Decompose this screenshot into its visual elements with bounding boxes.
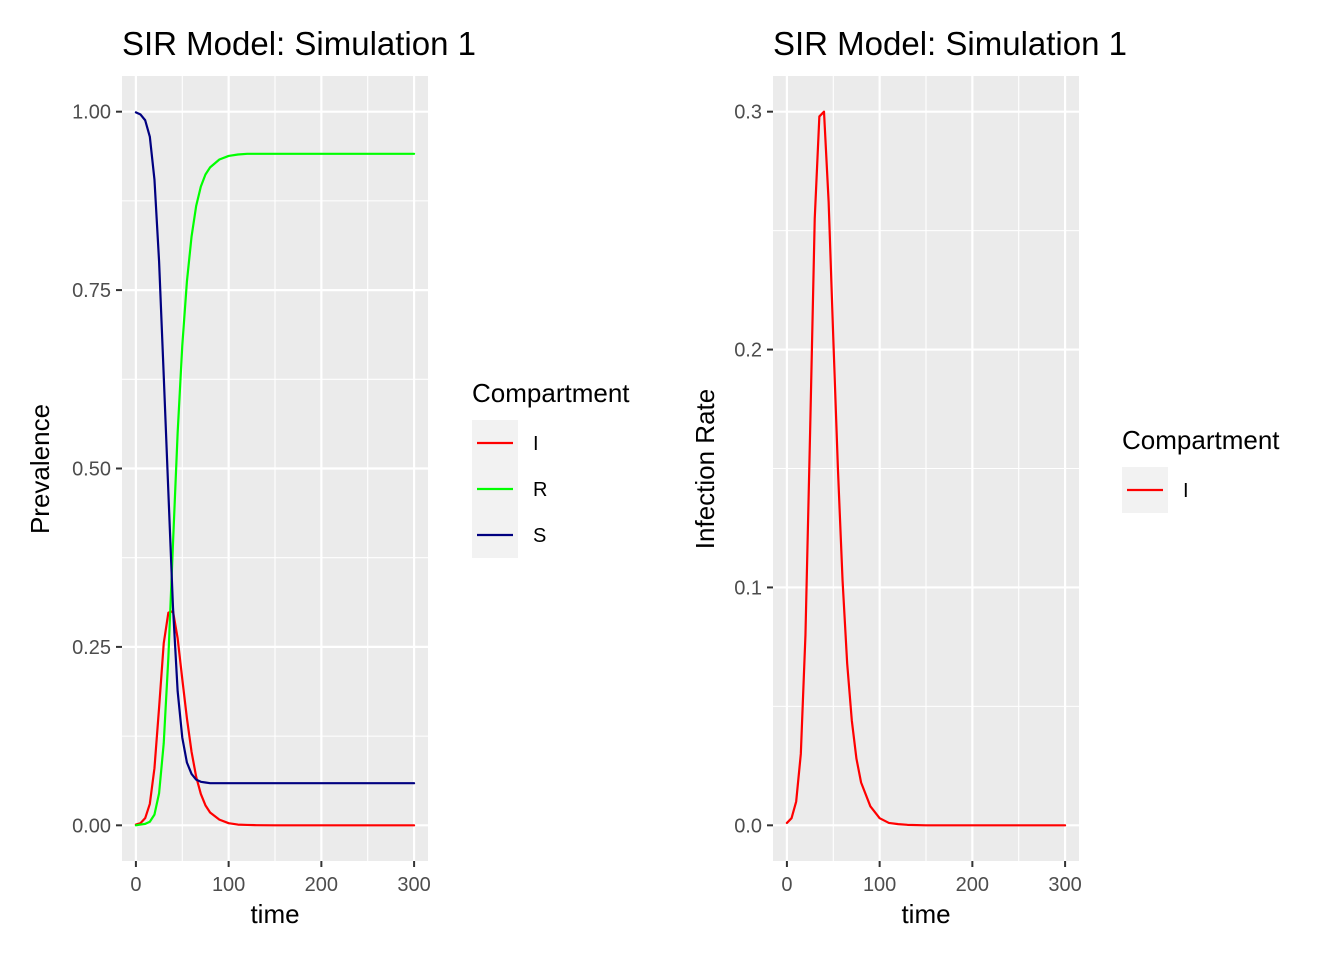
left-y-tick-label: 1.00 — [72, 102, 111, 124]
right-y-tick-label: 0.0 — [734, 815, 762, 837]
right-y-tick-label: 0.1 — [734, 577, 762, 599]
right-x-tick-label: 300 — [1048, 874, 1081, 896]
left-series-line-S — [134, 111, 416, 785]
right-y-axis: 0.0 0.1 0.2 0.3 — [734, 102, 773, 837]
left-series-layer — [134, 111, 416, 827]
left-x-tick-label: 0 — [130, 874, 141, 896]
left-y-tick-label: 0.25 — [72, 637, 111, 659]
right-minor-grid — [773, 76, 1079, 861]
right-y-axis-title: Infection Rate — [690, 389, 720, 549]
right-chart: SIR Model: Simulation 1 0.0 0.1 0.2 0.3 0 10… — [690, 25, 1280, 929]
right-x-tick-label: 200 — [956, 874, 989, 896]
left-chart-title: SIR Model: Simulation 1 — [122, 25, 476, 62]
left-series-line-R — [134, 152, 416, 827]
right-legend-title: Compartment — [1122, 425, 1280, 455]
right-major-grid — [773, 76, 1079, 861]
left-y-axis-title: Prevalence — [25, 404, 55, 534]
right-legend-label-I: I — [1183, 480, 1189, 502]
right-x-tick-label: 100 — [863, 874, 896, 896]
left-legend-items: I R S — [477, 433, 547, 547]
right-series-layer — [785, 110, 1067, 827]
left-x-axis-title: time — [250, 899, 299, 929]
left-legend-title: Compartment — [472, 378, 630, 408]
left-y-axis: 0.00 0.25 0.50 0.75 1.00 — [72, 102, 122, 837]
left-x-tick-label: 200 — [305, 874, 338, 896]
right-x-tick-label: 0 — [781, 874, 792, 896]
left-chart: SIR Model: Simulation 1 0.00 0.25 0.50 0.75… — [25, 25, 630, 929]
left-x-axis: 0 100 200 300 — [130, 861, 431, 896]
left-legend-label-S: S — [533, 525, 546, 547]
right-series-line-I — [785, 110, 1067, 827]
left-y-tick-label: 0.00 — [72, 815, 111, 837]
left-x-tick-label: 300 — [397, 874, 430, 896]
left-major-grid — [122, 76, 428, 861]
right-x-axis-title: time — [901, 899, 950, 929]
right-chart-title: SIR Model: Simulation 1 — [773, 25, 1127, 62]
right-legend-items: I — [1127, 480, 1189, 502]
right-y-tick-label: 0.2 — [734, 340, 762, 362]
right-x-axis: 0 100 200 300 — [781, 861, 1082, 896]
left-x-tick-label: 100 — [212, 874, 245, 896]
left-y-tick-label: 0.75 — [72, 280, 111, 302]
left-series-line-I — [134, 610, 416, 827]
left-legend-label-I: I — [533, 433, 539, 455]
right-legend: Compartment I — [1122, 425, 1280, 513]
left-legend: Compartment I R S — [472, 378, 630, 558]
right-y-tick-label: 0.3 — [734, 102, 762, 124]
left-y-tick-label: 0.50 — [72, 459, 111, 481]
left-legend-label-R: R — [533, 479, 547, 501]
